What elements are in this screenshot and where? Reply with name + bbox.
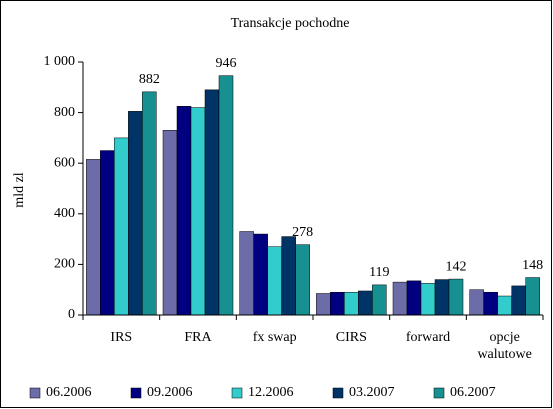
value-label: 946	[216, 56, 237, 71]
bar	[525, 277, 540, 316]
bar	[316, 293, 331, 316]
legend-label: 12.2006	[248, 385, 294, 400]
bar	[330, 291, 345, 316]
bar	[483, 291, 498, 316]
value-label: 119	[369, 265, 389, 280]
x-tick-label: fx swap	[253, 330, 297, 345]
bar	[420, 283, 436, 316]
bar	[176, 106, 192, 316]
bar	[406, 280, 422, 316]
bar	[344, 291, 359, 316]
bar	[392, 281, 408, 316]
bar	[142, 91, 157, 316]
bar	[511, 285, 526, 316]
y-tick-label: 400	[54, 206, 75, 221]
x-tick-label: CIRS	[336, 330, 367, 345]
value-label: 278	[292, 225, 313, 240]
bar	[434, 279, 450, 316]
legend-label: 06.2007	[450, 385, 496, 400]
bar	[204, 89, 220, 316]
bar	[100, 150, 115, 316]
value-label: 882	[139, 72, 160, 87]
y-tick-label: 600	[54, 155, 75, 170]
bar	[358, 290, 373, 316]
legend-label: 06.2006	[46, 385, 92, 400]
chart-title: Transakcje pochodne	[231, 16, 350, 31]
legend-swatch	[231, 387, 243, 399]
value-label: 148	[522, 258, 543, 273]
legend-swatch	[29, 387, 41, 399]
bar	[267, 246, 282, 316]
x-tick-label: FRA	[184, 330, 212, 345]
legend-swatch	[130, 387, 142, 399]
y-axis-label: mld zl	[12, 172, 27, 207]
bar	[162, 130, 178, 316]
value-label: 142	[446, 259, 467, 274]
bar	[281, 236, 296, 316]
bar	[128, 111, 143, 316]
legend-swatch	[332, 387, 344, 399]
bar	[253, 233, 268, 316]
x-tick-label: forward	[406, 330, 450, 345]
bar	[218, 75, 234, 316]
y-tick-label: 0	[68, 307, 75, 322]
bar	[114, 137, 129, 316]
bar	[372, 284, 387, 316]
y-tick-label: 200	[54, 257, 75, 272]
bar	[239, 231, 254, 316]
legend-swatch	[433, 387, 445, 399]
bar	[448, 278, 464, 316]
y-tick-label: 1 000	[44, 54, 76, 69]
bar	[86, 159, 101, 316]
x-tick-label: opcje walutowe	[477, 330, 531, 362]
bar	[295, 244, 310, 316]
bar	[190, 107, 206, 316]
bar	[469, 289, 484, 316]
y-tick-label: 800	[54, 105, 75, 120]
legend-label: 09.2006	[147, 385, 193, 400]
x-tick-label: IRS	[110, 330, 132, 345]
legend-label: 03.2007	[349, 385, 395, 400]
bar	[497, 295, 512, 316]
